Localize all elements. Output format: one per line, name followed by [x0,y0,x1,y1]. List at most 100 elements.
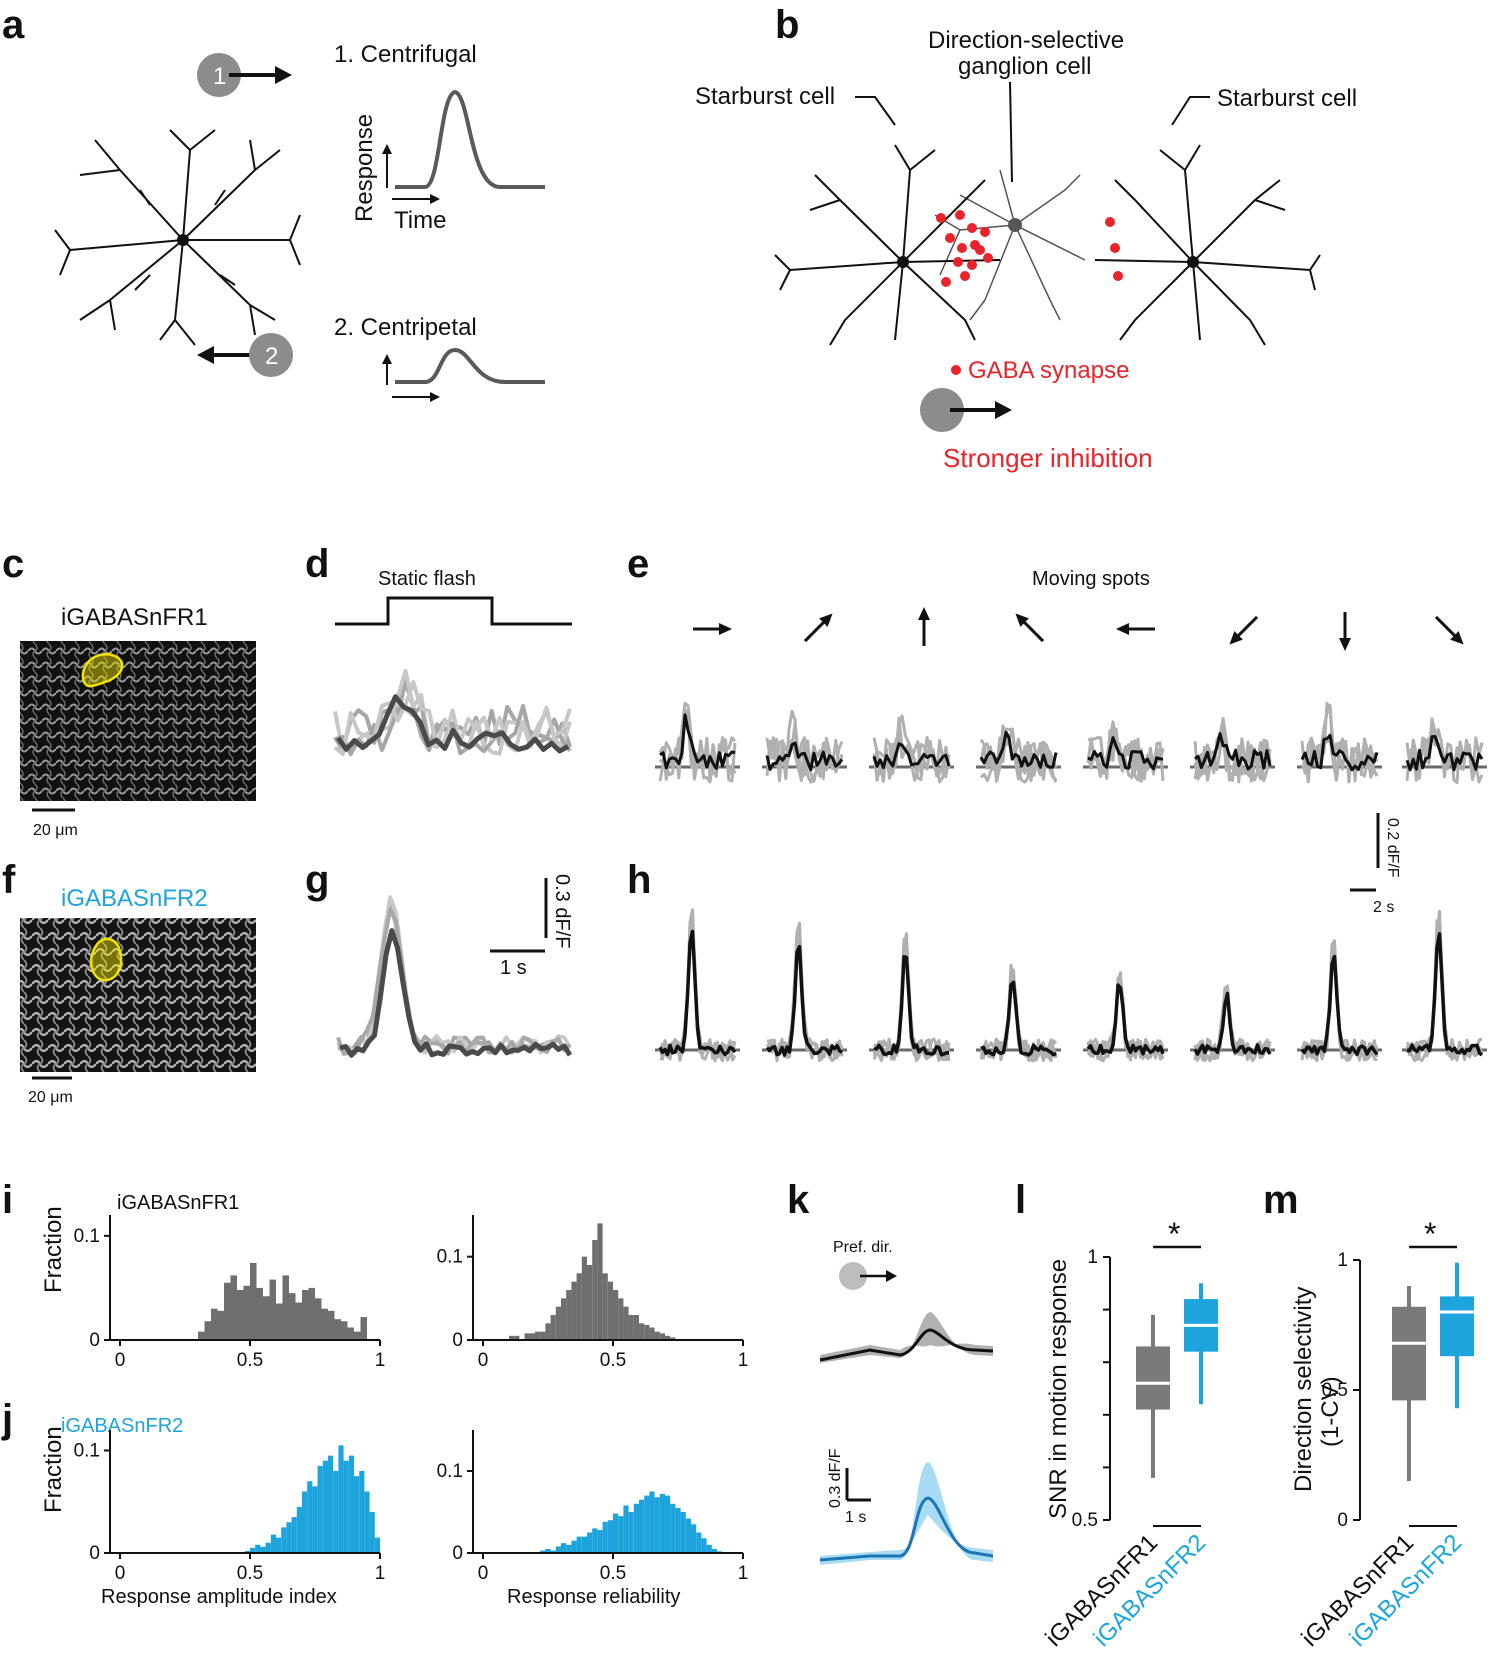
histogram-bar [250,1547,256,1553]
histogram-bar [269,1279,276,1340]
arrowhead-icon [430,392,440,402]
histogram-bar [260,1546,266,1553]
trial-trace-h [765,921,844,1063]
x-tick-label: 0.5 [237,1563,263,1584]
trial-trace-e [1405,717,1484,780]
panel-g: g 0.3 dF/F 1 s [305,858,573,1058]
histogram-bar [675,1507,681,1553]
y-tick-label: 0 [452,1543,463,1564]
histogram-bar [654,1497,660,1553]
arrowhead-icon [382,144,392,154]
histogram-bar [639,1323,645,1340]
histogram-bar [338,1445,344,1553]
histogram-bar [509,1335,515,1340]
starburst-cell-drawing-a [54,129,301,346]
histogram-bar [639,1499,645,1553]
histogram-bar [633,1315,639,1340]
arrowhead-icon [430,194,440,204]
centripetal-label: 2. Centripetal [334,314,477,341]
box-iqr [1440,1296,1474,1357]
histogram-bar [602,1521,608,1553]
y-tick-label: 0.1 [74,1226,100,1247]
mean-trace-h [1086,983,1165,1056]
histogram-bar [243,1285,250,1340]
gaba-synapse-dot [975,245,985,255]
histogram-bar [649,1491,655,1553]
histogram-bar [607,1281,613,1340]
mean-trace-d [335,694,570,754]
mean-trace-h [980,980,1057,1057]
y-tick-label: 1 [1087,1247,1098,1268]
moving-spots-title: Moving spots [1032,568,1150,590]
ylabel-j: Fraction [40,1426,67,1513]
histogram-bar [308,1287,315,1340]
sensor-label-j: iGABASnFR2 [61,1415,183,1437]
centrifugal-label: 1. Centrifugal [334,41,477,68]
arrowhead-icon [275,66,292,84]
arrowhead-icon [1229,631,1243,645]
scale-label-c: 20 μm [33,822,78,839]
mean-trace-e [1194,732,1272,771]
histogram-bar [328,1310,335,1340]
panel-letter-e: e [627,542,649,586]
arrowhead-icon [1450,631,1464,645]
step-2-label: 2 [265,343,278,370]
histogram-bar [359,1471,365,1553]
mean-trace-h [873,955,950,1057]
panel-letter-a: a [2,3,25,47]
histogram-bar [670,1337,676,1340]
two-photon-image-f [20,918,256,1072]
histogram-bar [659,1493,665,1553]
histogram-bar [613,1290,619,1340]
ylabel-m-line1: Direction selectivity [1290,1287,1317,1492]
gaba-synapse-dot [967,223,977,233]
histogram-bar [302,1491,308,1553]
histogram-bar [255,1544,261,1553]
histogram-bar [302,1290,309,1340]
panel-letter-b: b [775,3,799,47]
arrowhead-icon [819,613,833,627]
dsgc-label-line2: ganglion cell [958,53,1091,80]
centripetal-stimulus: 2 [197,333,293,377]
mean-trace-e [765,741,844,772]
mean-trace-h [658,929,737,1057]
histogram-bar [321,1308,328,1340]
mean-trace-e [659,713,736,771]
stronger-inhibition-label: Stronger inhibition [943,443,1153,473]
histogram-bar [250,1262,257,1340]
histogram-bar [334,1319,341,1340]
scale-label-f: 20 μm [28,1089,73,1106]
panel-letter-k: k [787,1178,810,1222]
arrowhead-icon [1116,623,1129,635]
trial-trace-e [766,736,844,784]
sig-star-m: * [1424,1216,1436,1252]
ylabel-m-line2: (1-CV) [1317,1376,1344,1447]
histogram-bar [296,1506,302,1553]
starburst-left-pointer [855,96,896,126]
histogram-bar [550,1315,556,1340]
histogram-bar [581,1536,587,1553]
y-tick-label: 1 [1337,1250,1348,1271]
panel-letter-l: l [1015,1178,1026,1222]
panel-i: i iGABASnFR1 Fraction [2,1178,239,1293]
synapse-legend-dot [951,365,961,375]
histogram-bar [354,1331,361,1340]
gaba-synapse-dot [957,243,967,253]
arrowhead-icon [719,623,732,635]
x-tick-label: 0 [115,1563,126,1584]
gaba-synapse-dot [1105,217,1115,227]
flash-stimulus-trace [335,596,572,626]
histogram-bar [348,1455,354,1553]
arrowhead-icon [1015,613,1029,627]
histogram-bar [623,1505,629,1553]
mean-trace-e [1405,735,1484,772]
mean-trace-e [979,730,1058,769]
boxplots: 0.51iGABASnFR1iGABASnFR200.51iGABASnFR1i… [1040,1247,1474,1652]
histogram-bar [224,1282,231,1340]
gaba-synapses [936,210,1123,287]
y-tick-label: 0 [452,1330,463,1351]
histogram-bar [312,1486,318,1553]
histogram-bar [524,1333,530,1340]
panel-l: l SNR in motion response * [1015,1178,1201,1519]
xlabel-reliability: Response reliability [507,1586,680,1608]
